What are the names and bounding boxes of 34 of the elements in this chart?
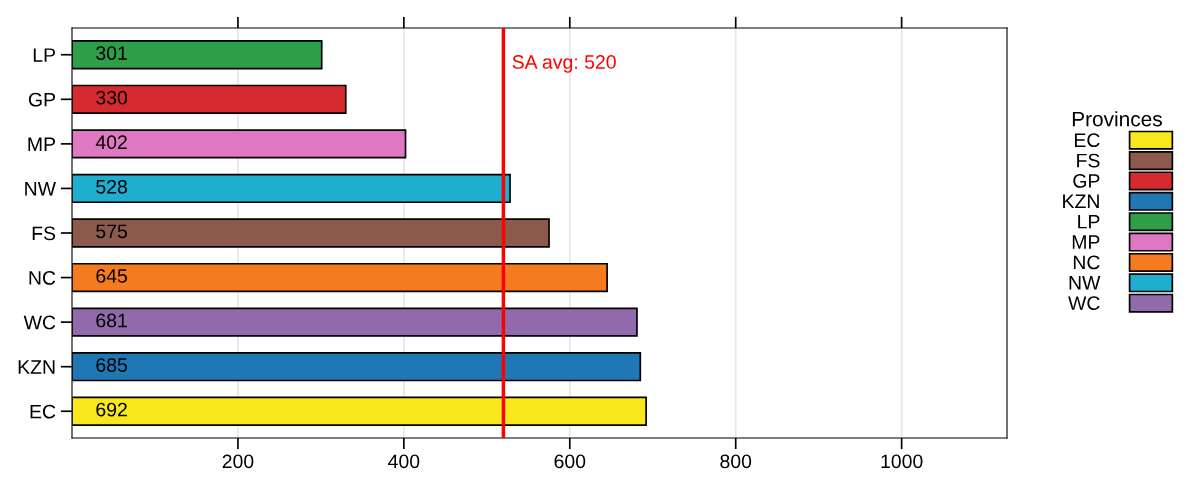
- x-tick-label: 600: [554, 454, 586, 469]
- y-tick-label: MP: [28, 137, 55, 151]
- data-label: 402: [95, 135, 127, 150]
- data-label: 575: [96, 224, 127, 239]
- y-tick-label: GP: [28, 92, 55, 107]
- data-label: 301: [96, 46, 127, 60]
- data-label: 528: [96, 179, 127, 194]
- y-tick-label: LP: [33, 48, 55, 62]
- data-label: 330: [96, 90, 128, 105]
- legend-label: LP: [1078, 214, 1100, 229]
- legend-title: Provinces: [1072, 111, 1162, 127]
- legend-label: FS: [1077, 153, 1100, 168]
- data-label: 692: [96, 402, 127, 417]
- x-tick-label: 200: [222, 454, 254, 469]
- y-tick-label: WC: [23, 315, 56, 330]
- y-tick-label: NC: [29, 271, 56, 285]
- y-tick-label: KZN: [18, 360, 55, 374]
- legend-label: KZN: [1063, 194, 1099, 208]
- legend-label: GP: [1073, 174, 1100, 188]
- legend-label: MP: [1072, 235, 1100, 249]
- x-tick-label: 400: [388, 454, 420, 469]
- y-tick-label: FS: [32, 226, 56, 241]
- legend-label: EC: [1075, 133, 1100, 148]
- legend-label: NW: [1069, 276, 1101, 290]
- y-tick-label: EC: [30, 404, 56, 419]
- y-tick-label: NW: [25, 182, 56, 196]
- legend-label: NC: [1073, 255, 1100, 270]
- ref-line-label: SA avg: 520: [512, 55, 616, 73]
- x-tick-label: 800: [720, 454, 752, 469]
- legend-label: WC: [1068, 296, 1100, 311]
- data-label: 685: [96, 358, 127, 372]
- data-label: 681: [96, 313, 127, 328]
- data-label: 645: [96, 269, 127, 283]
- x-tick-label: 1000: [881, 454, 923, 469]
